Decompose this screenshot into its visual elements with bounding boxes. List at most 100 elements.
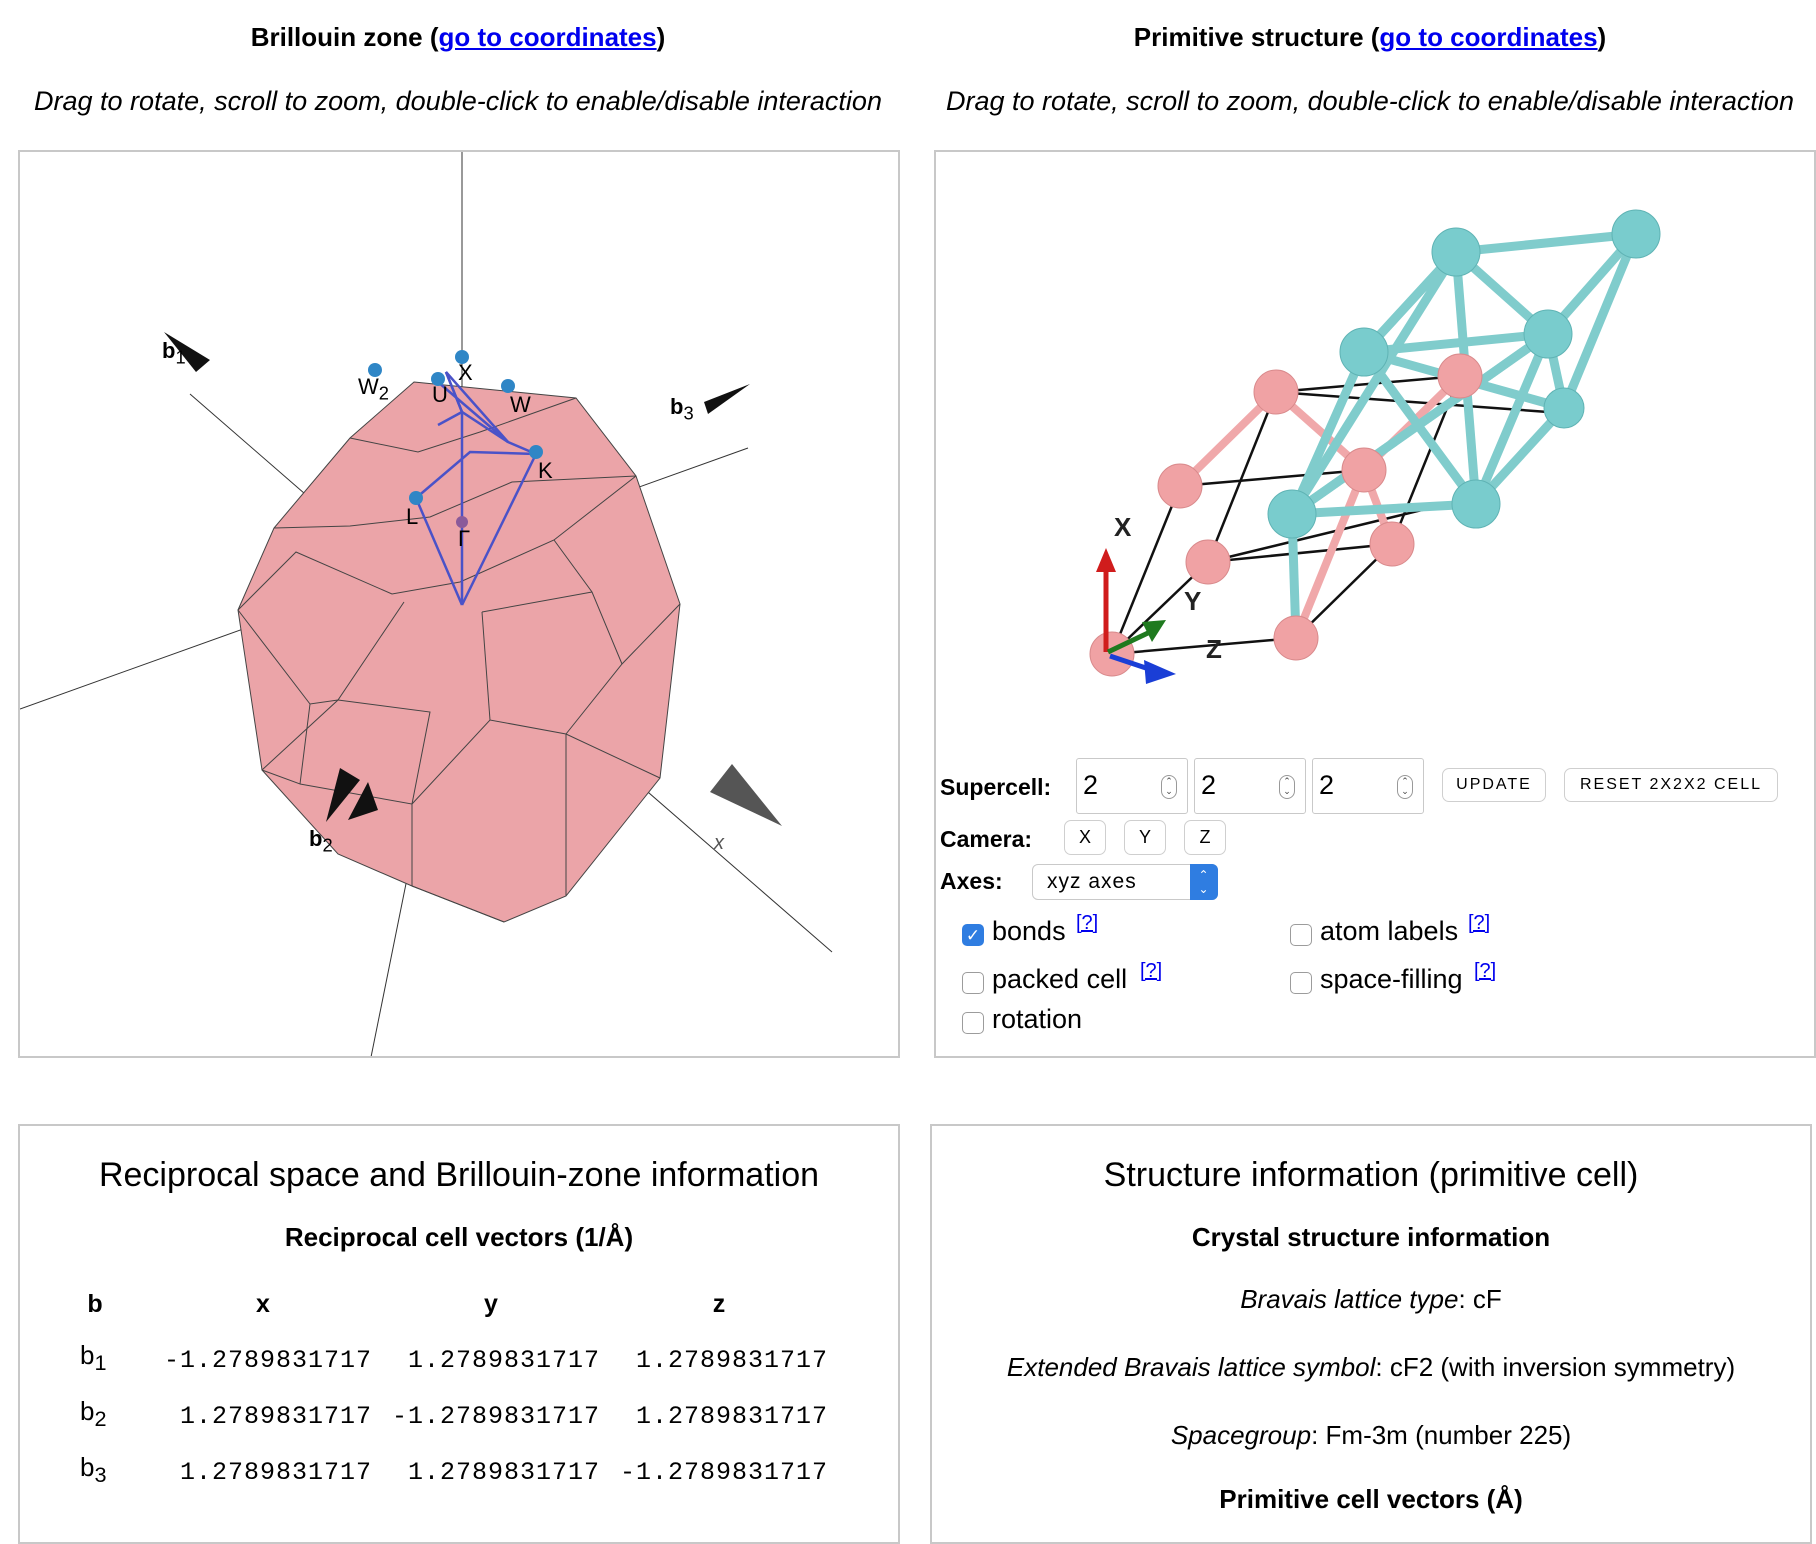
point-w2-label: W2 xyxy=(358,374,389,404)
b3-label: b3 xyxy=(670,394,694,424)
col-header-b: b xyxy=(87,1290,103,1318)
row-b1-name: b1 xyxy=(80,1340,107,1376)
point-u-label: U xyxy=(432,382,448,407)
packed-cell-help-link[interactable]: [?] xyxy=(1140,960,1163,982)
row-b3-name: b3 xyxy=(80,1452,107,1488)
packed-cell-label: packed cell xyxy=(992,964,1128,994)
row-b2-name-text: b xyxy=(80,1396,95,1426)
bonds-checkbox[interactable]: ✓ xyxy=(962,924,984,946)
rotation-label: rotation xyxy=(992,1004,1083,1034)
atom-labels-label: atom labels xyxy=(1320,916,1459,946)
supercell-z-stepper-icon[interactable]: ⌃ ⌄ xyxy=(1397,775,1413,799)
b2-label-sub: 2 xyxy=(322,834,333,856)
packed-cell-checkbox[interactable] xyxy=(962,972,984,994)
spacegroup-label: Spacegroup xyxy=(1170,1420,1312,1450)
axis-x-label: X xyxy=(1114,512,1132,542)
row-b3-y: 1.2789831717 xyxy=(407,1458,600,1487)
extended-bravais-line: Extended Bravais lattice symbol: cF2 (wi… xyxy=(932,1352,1810,1383)
col-header-x: x xyxy=(256,1290,270,1318)
extended-bravais-label: Extended Bravais lattice symbol xyxy=(1006,1352,1376,1382)
reciprocal-heading: Reciprocal space and Brillouin-zone info… xyxy=(98,1156,820,1194)
struct-title: Primitive structure (go to coordinates) xyxy=(930,22,1810,53)
bonds-label: bonds xyxy=(992,916,1066,946)
atom-labels-help-link[interactable]: [?] xyxy=(1468,912,1491,934)
struct-title-suffix: ) xyxy=(1597,22,1607,52)
b3-label-sub: 3 xyxy=(683,402,694,424)
supercell-y-stepper-icon[interactable]: ⌃ ⌄ xyxy=(1279,775,1295,799)
supercell-x-input[interactable]: 2 ⌃ ⌄ xyxy=(1076,758,1188,814)
row-b1-y: 1.2789831717 xyxy=(407,1346,600,1375)
point-w-label: W xyxy=(510,392,531,417)
primitive-cell-vectors-heading: Primitive cell vectors (Å) xyxy=(1219,1484,1523,1514)
row-b3-z: -1.2789831717 xyxy=(619,1458,828,1487)
update-button[interactable]: UPDATE xyxy=(1442,768,1546,802)
point-w2-text: W xyxy=(358,374,379,399)
row-b2-name: b2 xyxy=(80,1396,107,1432)
structure-viewer-panel: X Y Z Supercell: 2 ⌃ ⌄ 2 ⌃ ⌄ 2 ⌃ ⌄ UPDATE R… xyxy=(934,150,1816,1058)
space-filling-help-link[interactable]: [?] xyxy=(1474,960,1497,982)
point-l-label: L xyxy=(406,504,419,529)
supercell-x-value: 2 xyxy=(1083,770,1099,800)
col-header-z: z xyxy=(712,1290,726,1318)
camera-label: Camera: xyxy=(940,826,1033,852)
b1-label-sub: 1 xyxy=(175,346,186,368)
structure-info-heading: Structure information (primitive cell) xyxy=(1103,1156,1639,1194)
struct-title-text: Primitive structure ( xyxy=(1133,22,1380,52)
reset-cell-button[interactable]: RESET 2X2X2 CELL xyxy=(1564,768,1778,802)
b3-label-text: b xyxy=(670,394,684,419)
space-filling-checkbox[interactable] xyxy=(1290,972,1312,994)
reciprocal-subheading: Reciprocal cell vectors (1/Å) xyxy=(284,1222,634,1252)
point-k-label: K xyxy=(538,458,553,483)
supercell-z-input[interactable]: 2 ⌃ ⌄ xyxy=(1312,758,1424,814)
spacegroup-line: Spacegroup: Fm-3m (number 225) xyxy=(932,1420,1810,1451)
row-b2-x: 1.2789831717 xyxy=(179,1402,372,1431)
row-b3-x: 1.2789831717 xyxy=(179,1458,372,1487)
extended-bravais-value: : cF2 (with inversion symmetry) xyxy=(1375,1352,1736,1382)
point-w2-sub: 2 xyxy=(378,382,389,404)
row-b1-x: -1.2789831717 xyxy=(163,1346,372,1375)
supercell-z-value: 2 xyxy=(1319,770,1335,800)
bz-title-text: Brillouin zone ( xyxy=(250,22,439,52)
brillouin-zone-viewer[interactable]: b1 b3 b2 x X U W W2 K L Γ xyxy=(18,150,900,1058)
axes-select[interactable]: xyz axes ⌃ ⌄ xyxy=(1032,864,1218,900)
b1-label-text: b xyxy=(162,338,176,363)
bz-hint: Drag to rotate, scroll to zoom, double-c… xyxy=(34,86,882,116)
camera-z-button[interactable]: Z xyxy=(1184,820,1226,855)
supercell-x-stepper-icon[interactable]: ⌃ ⌄ xyxy=(1161,775,1177,799)
supercell-y-input[interactable]: 2 ⌃ ⌄ xyxy=(1194,758,1306,814)
row-b1-name-text: b xyxy=(80,1340,95,1370)
select-arrows-icon: ⌃ ⌄ xyxy=(1190,864,1218,900)
row-b1-z: 1.2789831717 xyxy=(635,1346,828,1375)
axis-y-label: Y xyxy=(1184,586,1202,616)
bz-title-suffix: ) xyxy=(656,22,666,52)
struct-goto-coordinates-link[interactable]: go to coordinates xyxy=(1379,22,1598,52)
row-b3-sub: 3 xyxy=(94,1462,107,1488)
crystal-info-subheading: Crystal structure information xyxy=(1191,1222,1551,1252)
bz-goto-coordinates-link[interactable]: go to coordinates xyxy=(438,22,657,52)
x-axis-label: x xyxy=(714,832,724,854)
row-b1-sub: 1 xyxy=(94,1350,107,1376)
camera-x-button[interactable]: X xyxy=(1064,820,1106,855)
camera-y-button[interactable]: Y xyxy=(1124,820,1166,855)
brillouin-zone-canvas[interactable] xyxy=(20,152,898,1056)
supercell-label: Supercell: xyxy=(940,774,1052,800)
supercell-y-value: 2 xyxy=(1201,770,1217,800)
bravais-lattice-line: Bravais lattice type: cF xyxy=(932,1284,1810,1315)
structure-canvas[interactable] xyxy=(936,152,1814,712)
point-x-label: X xyxy=(458,360,473,385)
b2-label: b2 xyxy=(309,826,333,856)
bz-title: Brillouin zone (go to coordinates) xyxy=(18,22,898,53)
struct-hint: Drag to rotate, scroll to zoom, double-c… xyxy=(946,86,1794,116)
spacegroup-value: : Fm-3m (number 225) xyxy=(1311,1420,1572,1450)
rotation-checkbox[interactable] xyxy=(962,1012,984,1034)
axes-select-value: xyz axes xyxy=(1047,870,1137,893)
bravais-value: : cF xyxy=(1458,1284,1502,1314)
row-b2-z: 1.2789831717 xyxy=(635,1402,828,1431)
point-gamma-label: Γ xyxy=(458,526,471,551)
axis-z-label: Z xyxy=(1206,634,1222,664)
space-filling-label: space-filling xyxy=(1320,964,1463,994)
atom-labels-checkbox[interactable] xyxy=(1290,924,1312,946)
bonds-help-link[interactable]: [?] xyxy=(1076,912,1099,934)
axes-label: Axes: xyxy=(940,868,1003,894)
row-b3-name-text: b xyxy=(80,1452,95,1482)
